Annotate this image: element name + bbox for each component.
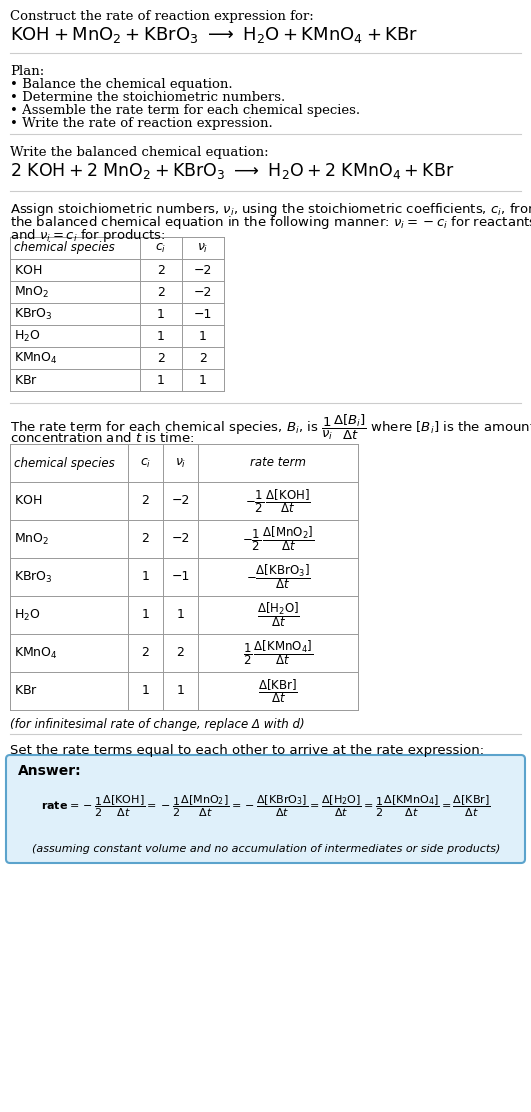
Text: $\mathrm{KOH}$: $\mathrm{KOH}$ (14, 495, 42, 507)
Text: 2: 2 (157, 264, 165, 277)
Text: (assuming constant volume and no accumulation of intermediates or side products): (assuming constant volume and no accumul… (32, 844, 500, 854)
Text: $-\dfrac{1}{2}\,\dfrac{\Delta[\mathrm{MnO_2}]}{\Delta t}$: $-\dfrac{1}{2}\,\dfrac{\Delta[\mathrm{Mn… (242, 525, 314, 554)
Text: • Balance the chemical equation.: • Balance the chemical equation. (10, 78, 233, 91)
Text: 1: 1 (142, 570, 149, 584)
Text: rate term: rate term (250, 457, 306, 469)
Text: $\dfrac{\Delta[\mathrm{H_2O}]}{\Delta t}$: $\dfrac{\Delta[\mathrm{H_2O}]}{\Delta t}… (256, 600, 299, 629)
Text: $-\dfrac{\Delta[\mathrm{KBrO_3}]}{\Delta t}$: $-\dfrac{\Delta[\mathrm{KBrO_3}]}{\Delta… (246, 563, 310, 592)
Text: $\dfrac{\Delta[\mathrm{KBr}]}{\Delta t}$: $\dfrac{\Delta[\mathrm{KBr}]}{\Delta t}$ (258, 677, 298, 705)
Text: −2: −2 (194, 264, 212, 277)
Text: and $\nu_i = c_i$ for products:: and $\nu_i = c_i$ for products: (10, 227, 166, 244)
Text: 2: 2 (142, 646, 149, 659)
Text: $\nu_i$: $\nu_i$ (175, 456, 186, 469)
FancyBboxPatch shape (6, 755, 525, 863)
Text: 1: 1 (142, 685, 149, 697)
Text: $\mathrm{KOH}$: $\mathrm{KOH}$ (14, 264, 42, 277)
Text: • Assemble the rate term for each chemical species.: • Assemble the rate term for each chemic… (10, 105, 360, 117)
Text: −2: −2 (194, 286, 212, 298)
Text: $c_i$: $c_i$ (156, 241, 167, 255)
Text: $\mathrm{KBr}$: $\mathrm{KBr}$ (14, 685, 38, 697)
Text: 2: 2 (157, 351, 165, 365)
Text: $\mathrm{KOH + MnO_2 + KBrO_3 \ \longrightarrow \ H_2O + KMnO_4 + KBr}$: $\mathrm{KOH + MnO_2 + KBrO_3 \ \longrig… (10, 24, 418, 44)
Text: chemical species: chemical species (14, 457, 115, 469)
Text: Set the rate terms equal to each other to arrive at the rate expression:: Set the rate terms equal to each other t… (10, 744, 484, 757)
Text: chemical species: chemical species (14, 241, 115, 255)
Text: $c_i$: $c_i$ (140, 456, 151, 469)
Text: 1: 1 (199, 374, 207, 387)
Text: Plan:: Plan: (10, 64, 44, 78)
Text: $\mathrm{KMnO_4}$: $\mathrm{KMnO_4}$ (14, 350, 58, 366)
Text: the balanced chemical equation in the following manner: $\nu_i = -c_i$ for react: the balanced chemical equation in the fo… (10, 214, 531, 231)
Text: $\mathrm{MnO_2}$: $\mathrm{MnO_2}$ (14, 532, 49, 547)
Text: 1: 1 (142, 608, 149, 622)
Text: $\mathrm{H_2O}$: $\mathrm{H_2O}$ (14, 607, 40, 623)
Text: 2: 2 (177, 646, 184, 659)
Text: −1: −1 (194, 308, 212, 320)
Text: 2: 2 (142, 533, 149, 546)
Text: $\nu_i$: $\nu_i$ (198, 241, 209, 255)
Text: $\mathrm{MnO_2}$: $\mathrm{MnO_2}$ (14, 285, 49, 299)
Text: −2: −2 (172, 495, 190, 507)
Text: 1: 1 (157, 329, 165, 342)
Text: $\mathrm{H_2O}$: $\mathrm{H_2O}$ (14, 328, 40, 344)
Text: Answer:: Answer: (18, 764, 82, 778)
Text: $\dfrac{1}{2}\,\dfrac{\Delta[\mathrm{KMnO_4}]}{\Delta t}$: $\dfrac{1}{2}\,\dfrac{\Delta[\mathrm{KMn… (243, 638, 313, 667)
Text: 1: 1 (157, 374, 165, 387)
Text: $\mathrm{2\ KOH + 2\ MnO_2 + KBrO_3 \ \longrightarrow \ H_2O + 2\ KMnO_4 + KBr}$: $\mathrm{2\ KOH + 2\ MnO_2 + KBrO_3 \ \l… (10, 161, 455, 181)
Text: 2: 2 (157, 286, 165, 298)
Text: 2: 2 (142, 495, 149, 507)
Text: −2: −2 (172, 533, 190, 546)
Text: 1: 1 (177, 685, 184, 697)
Text: $\mathbf{rate} = -\dfrac{1}{2}\dfrac{\Delta[\mathrm{KOH}]}{\Delta t} = -\dfrac{1: $\mathbf{rate} = -\dfrac{1}{2}\dfrac{\De… (41, 794, 491, 820)
Text: 1: 1 (199, 329, 207, 342)
Text: Construct the rate of reaction expression for:: Construct the rate of reaction expressio… (10, 10, 314, 23)
Text: $-\dfrac{1}{2}\,\dfrac{\Delta[\mathrm{KOH}]}{\Delta t}$: $-\dfrac{1}{2}\,\dfrac{\Delta[\mathrm{KO… (245, 487, 311, 515)
Text: concentration and $t$ is time:: concentration and $t$ is time: (10, 431, 194, 445)
Text: (for infinitesimal rate of change, replace Δ with d): (for infinitesimal rate of change, repla… (10, 718, 305, 731)
Text: 1: 1 (157, 308, 165, 320)
Text: $\mathrm{KBr}$: $\mathrm{KBr}$ (14, 374, 38, 387)
Text: • Write the rate of reaction expression.: • Write the rate of reaction expression. (10, 117, 273, 130)
Text: Write the balanced chemical equation:: Write the balanced chemical equation: (10, 146, 269, 159)
Text: Assign stoichiometric numbers, $\nu_i$, using the stoichiometric coefficients, $: Assign stoichiometric numbers, $\nu_i$, … (10, 201, 531, 218)
Text: • Determine the stoichiometric numbers.: • Determine the stoichiometric numbers. (10, 91, 285, 105)
Text: −1: −1 (172, 570, 190, 584)
Text: The rate term for each chemical species, $B_i$, is $\dfrac{1}{\nu_i}\dfrac{\Delt: The rate term for each chemical species,… (10, 413, 531, 443)
Text: $\mathrm{KMnO_4}$: $\mathrm{KMnO_4}$ (14, 645, 58, 661)
Text: $\mathrm{KBrO_3}$: $\mathrm{KBrO_3}$ (14, 569, 53, 585)
Text: $\mathrm{KBrO_3}$: $\mathrm{KBrO_3}$ (14, 307, 53, 321)
Text: 2: 2 (199, 351, 207, 365)
Text: 1: 1 (177, 608, 184, 622)
